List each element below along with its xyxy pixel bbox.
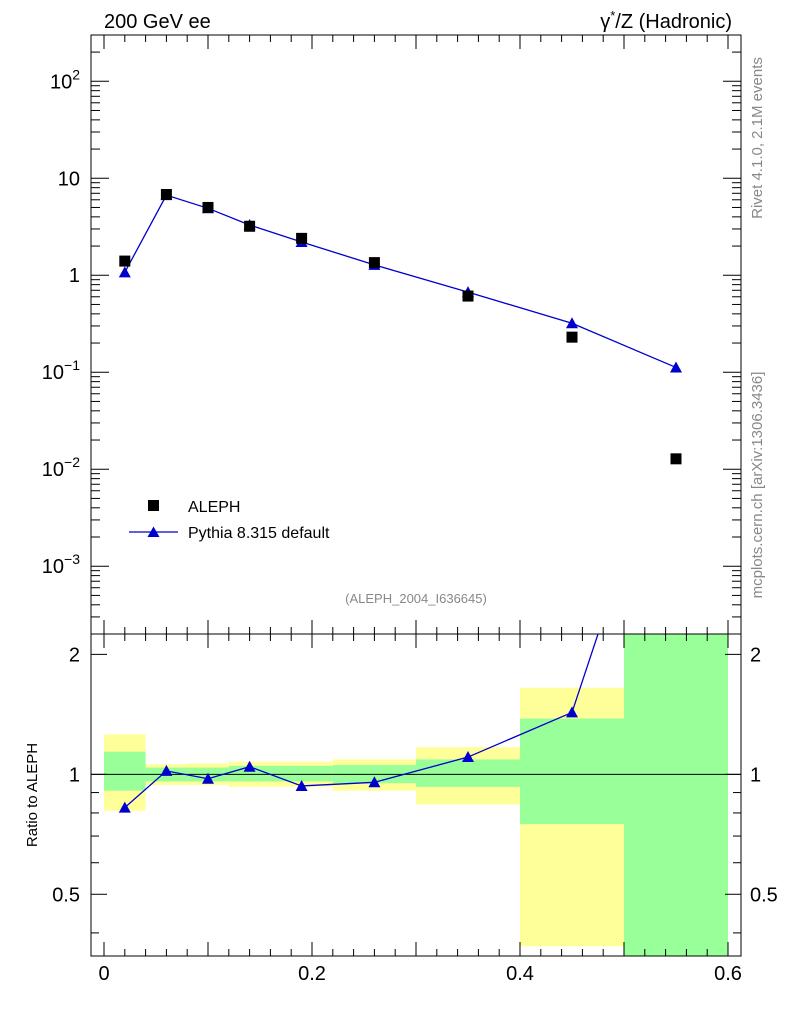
legend: ALEPH Pythia 8.315 default xyxy=(129,499,330,542)
ratio-y-tick-label-right-1: 1 xyxy=(750,764,761,786)
header-right-suffix: /Z (Hadronic) xyxy=(615,11,732,33)
ratio-y-axis-label: Ratio to ALEPH xyxy=(24,743,41,847)
mc-ratio-point-4 xyxy=(295,779,308,791)
inner-band-6 xyxy=(416,759,520,787)
mc-main-point-7 xyxy=(566,317,578,329)
data-series-main xyxy=(119,189,682,465)
data-main-point-7 xyxy=(566,331,578,343)
mc-main-line xyxy=(124,194,677,369)
gamma-star: * xyxy=(610,8,615,23)
ratio-x-tick-label-0: 0 xyxy=(98,963,109,985)
mc-ratio-point-2 xyxy=(202,772,214,784)
mc-ratio-point-6 xyxy=(462,751,474,763)
gamma-symbol: γ xyxy=(600,11,610,33)
data-main-point-3 xyxy=(244,220,256,232)
ratio-x-tick-label-2: 0.4 xyxy=(506,963,534,985)
main-y-tick-exponent: −3 xyxy=(64,551,80,567)
mc-series-main xyxy=(118,189,682,373)
mc-ratio-point-1 xyxy=(160,764,173,776)
ratio-x-tick-label-1: 0.2 xyxy=(298,963,326,985)
header-right-title: γ*/Z (Hadronic) xyxy=(600,8,732,33)
legend-data-marker xyxy=(148,500,159,511)
main-y-tick-exponent: 2 xyxy=(72,66,80,82)
analysis-tag: (ALEPH_2004_I636645) xyxy=(345,591,487,606)
data-main-point-4 xyxy=(296,232,308,244)
mcplots-citation-label: mcplots.cern.ch [arXiv:1306.3436] xyxy=(749,372,766,599)
main-y-tick-label-4: 10−2 xyxy=(42,454,80,481)
data-main-point-1 xyxy=(160,189,172,201)
main-x-ticks xyxy=(103,35,729,634)
main-y-tick-label-5: 10−3 xyxy=(42,551,80,578)
main-y-tick-label-3: 10−1 xyxy=(42,357,80,384)
main-y-tick-base: 1 xyxy=(69,265,80,287)
ratio-y-tick-label-left-1: 1 xyxy=(69,764,80,786)
main-y-tick-label-2: 1 xyxy=(69,265,80,287)
ratio-x-axis: 0 0.2 0.4 0.6 xyxy=(98,634,742,985)
ratio-x-tick-label-3: 0.6 xyxy=(714,963,742,985)
data-main-point-6 xyxy=(462,290,474,302)
inner-band-0 xyxy=(104,751,146,791)
main-y-tick-base: 10 xyxy=(42,362,64,384)
legend-mc-marker xyxy=(147,526,160,537)
mc-series-ratio xyxy=(118,634,599,813)
data-main-point-5 xyxy=(368,257,380,269)
ratio-y-tick-label-right-0: 0.5 xyxy=(750,884,778,906)
main-y-tick-base: 10 xyxy=(42,459,64,481)
mc-main-point-0 xyxy=(118,266,131,278)
mc-ratio-point-5 xyxy=(368,776,381,788)
legend-label-data: ALEPH xyxy=(188,499,240,516)
inner-band-8 xyxy=(624,634,728,956)
inner-band-4 xyxy=(270,765,333,782)
mc-main-point-8 xyxy=(670,361,682,373)
data-main-point-2 xyxy=(202,201,214,213)
ratio-y-tick-label-left-0: 0.5 xyxy=(52,884,80,906)
main-y-tick-exponent: −1 xyxy=(64,357,80,373)
main-y-tick-base: 10 xyxy=(58,168,80,190)
mc-ratio-point-7 xyxy=(566,706,578,718)
mc-ratio-point-0 xyxy=(118,801,131,813)
main-y-tick-exponent: −2 xyxy=(64,454,80,470)
mc-ratio-point-3 xyxy=(243,760,256,772)
main-panel-frame xyxy=(90,34,742,635)
header-left-title: 200 GeV ee xyxy=(104,11,211,33)
main-y-tick-label-1: 10 xyxy=(58,168,80,190)
legend-label-mc: Pythia 8.315 default xyxy=(188,525,330,542)
main-y-tick-base: 10 xyxy=(42,556,64,578)
ratio-y-tick-label-right-2: 2 xyxy=(750,644,761,666)
ratio-inner-uncertainty-bands xyxy=(104,634,728,956)
ratio-y-axis: 0.5 0.5 1 1 2 2 xyxy=(52,644,778,934)
data-main-point-8 xyxy=(670,453,682,465)
ratio-y-tick-label-left-2: 2 xyxy=(69,644,80,666)
rivet-version-label: Rivet 4.1.0, 2.1M events xyxy=(749,57,766,219)
main-y-tick-base: 10 xyxy=(50,71,72,93)
data-main-point-0 xyxy=(119,255,131,267)
main-y-tick-label-0: 102 xyxy=(50,66,80,93)
inner-band-7 xyxy=(520,718,624,825)
